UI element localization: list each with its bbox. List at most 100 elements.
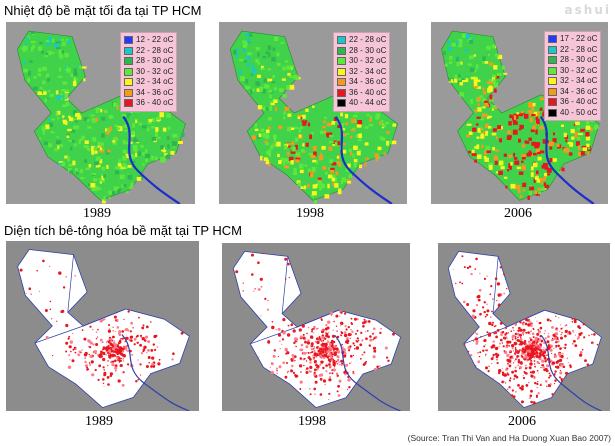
built-up-dot	[133, 343, 136, 346]
built-up-dot	[502, 345, 505, 348]
built-up-dot	[313, 373, 316, 376]
built-up-dot	[569, 364, 572, 367]
heat-cell	[392, 123, 397, 127]
built-up-dot	[498, 371, 501, 375]
built-up-dot	[490, 285, 493, 288]
built-up-dot	[331, 339, 334, 343]
built-up-dot	[356, 329, 359, 332]
heat-cell	[368, 123, 374, 127]
heat-cell	[140, 144, 144, 148]
heat-cell	[513, 157, 518, 160]
built-up-dot	[492, 340, 495, 343]
heat-cell	[492, 147, 495, 151]
heat-cell	[493, 83, 499, 88]
heat-cell	[483, 113, 488, 117]
heat-cell	[74, 77, 78, 81]
heat-cell	[122, 149, 127, 154]
built-up-dot	[506, 388, 509, 391]
built-up-dot	[332, 368, 336, 372]
heat-cell	[257, 61, 260, 65]
heat-cell	[518, 171, 524, 175]
built-up-dot	[548, 376, 551, 379]
heat-cell	[101, 166, 105, 171]
built-up-dot	[318, 339, 320, 341]
built-up-dot	[272, 354, 276, 358]
built-up-dot	[373, 337, 376, 340]
heat-cell	[250, 89, 253, 95]
heat-cell	[235, 53, 239, 58]
heat-cell	[468, 131, 473, 135]
built-up-dot	[507, 362, 509, 365]
year-label-concrete-2006: 2006	[508, 414, 536, 429]
heat-cell	[501, 65, 505, 70]
heat-cell	[278, 160, 282, 165]
built-up-dot	[323, 346, 325, 349]
built-up-dot	[132, 365, 134, 367]
built-up-dot	[461, 282, 464, 285]
heat-cell	[319, 153, 323, 158]
heat-cell	[516, 114, 519, 120]
river-line	[334, 115, 393, 204]
legend-label: 40 - 50 oC	[560, 107, 598, 117]
heat-cell	[482, 106, 486, 109]
heat-cell	[513, 113, 519, 117]
heat-cells	[21, 31, 185, 204]
built-up-dot	[336, 390, 339, 393]
built-up-dot	[285, 352, 288, 355]
built-up-dot	[542, 349, 545, 352]
built-up-dot	[127, 363, 130, 366]
heat-cell	[87, 148, 91, 152]
heat-cell	[67, 39, 71, 44]
built-up-dot	[120, 357, 122, 360]
built-up-dot	[567, 333, 569, 335]
built-up-dot	[523, 356, 526, 359]
built-up-dot	[284, 375, 288, 379]
heat-cell	[56, 47, 61, 50]
built-up-dot	[533, 377, 536, 380]
heat-cell	[114, 138, 119, 141]
built-up-dot	[470, 272, 473, 276]
heat-cell	[157, 136, 161, 140]
built-up-dot	[121, 330, 124, 333]
built-up-dot	[110, 362, 112, 364]
heat-cell	[48, 117, 51, 122]
heat-cell	[336, 156, 339, 159]
legend-swatch	[337, 67, 346, 76]
built-up-dot	[536, 369, 539, 372]
built-up-dot	[351, 330, 354, 333]
heat-cell	[520, 110, 524, 114]
heat-cell	[44, 55, 49, 58]
built-up-dot	[524, 322, 528, 326]
built-up-dot	[518, 350, 521, 352]
built-up-dot	[287, 324, 290, 327]
heat-cell	[480, 133, 484, 137]
built-up-dot	[312, 357, 315, 360]
built-up-dot	[97, 328, 99, 331]
built-up-dot	[349, 362, 351, 365]
heat-cell	[517, 113, 523, 117]
heat-cell	[261, 67, 265, 71]
heat-cell	[295, 137, 299, 142]
heat-cell	[332, 182, 335, 187]
built-up-dot	[519, 333, 522, 337]
heat-cell	[321, 183, 326, 189]
built-up-dot	[332, 363, 336, 367]
legend-label: 40 - 44 oC	[349, 98, 387, 108]
built-up-dot	[281, 329, 284, 333]
heat-cell	[340, 180, 344, 184]
heat-cell	[268, 149, 272, 155]
built-up-dot	[325, 332, 329, 336]
built-up-dot	[533, 346, 535, 348]
built-up-dot	[275, 329, 277, 331]
heat-cell	[69, 170, 73, 174]
heat-cell	[62, 81, 68, 85]
built-up-dot	[315, 355, 318, 358]
heat-cell	[491, 108, 494, 111]
heat-cell	[527, 152, 533, 155]
heat-cell	[527, 110, 533, 113]
source-citation: (Source: Tran Thi Van and Ha Duong Xuan …	[407, 433, 611, 443]
built-up-dot	[327, 335, 330, 339]
built-up-dot	[537, 338, 539, 341]
built-up-dot	[546, 340, 550, 344]
heat-cell	[262, 106, 267, 111]
